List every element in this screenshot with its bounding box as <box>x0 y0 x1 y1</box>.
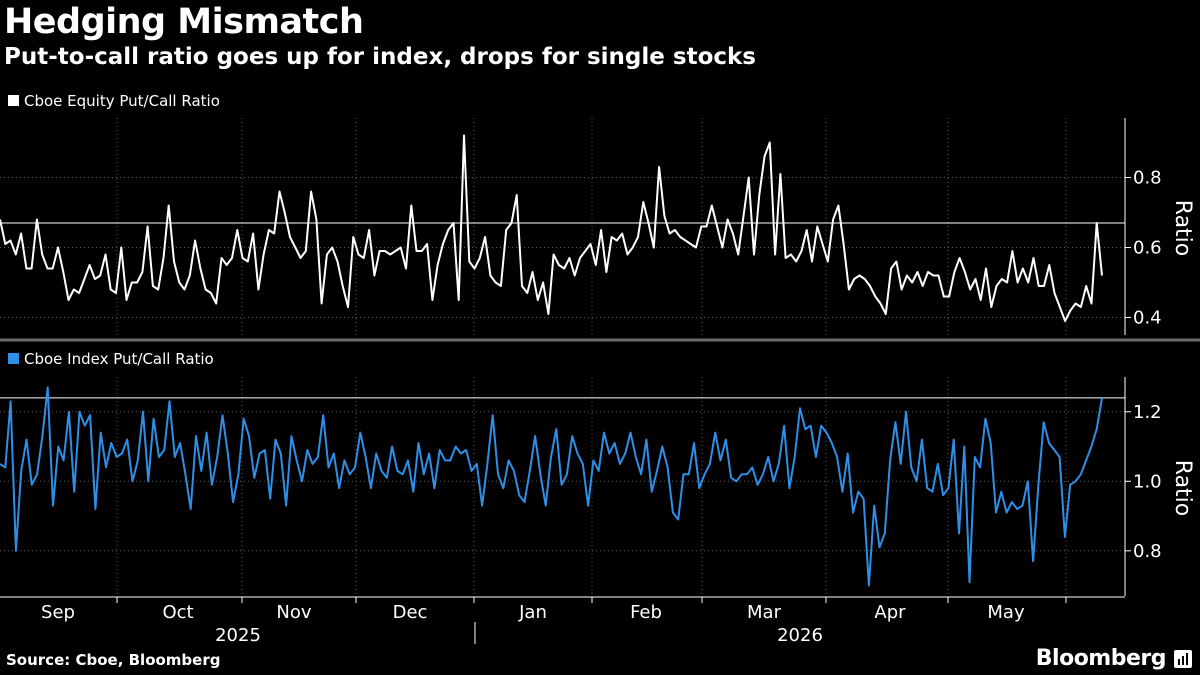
x-month-label: May <box>987 602 1025 623</box>
x-month-label: Sep <box>41 602 75 623</box>
source-note: Source: Cboe, Bloomberg <box>6 651 221 669</box>
equity-put-call-line <box>0 134 1103 322</box>
index-legend-label: Cboe Index Put/Call Ratio <box>24 350 214 368</box>
chart-subtitle: Put-to-call ratio goes up for index, dro… <box>4 44 756 70</box>
equity-legend-swatch <box>8 95 19 106</box>
y-tick-label: 0.8 <box>1133 168 1162 189</box>
x-month-label: Feb <box>630 602 662 623</box>
x-year-label: 2026 <box>777 625 823 646</box>
equity-legend-label: Cboe Equity Put/Call Ratio <box>24 92 220 110</box>
index-put-call-line <box>0 386 1103 587</box>
y-tick-label: 0.8 <box>1133 541 1162 562</box>
bloomberg-logo: Bloomberg <box>1035 646 1167 671</box>
x-month-label: Apr <box>874 602 906 623</box>
chart-title: Hedging Mismatch <box>4 2 364 42</box>
y-tick-label: 0.4 <box>1133 308 1162 329</box>
bloomberg-chart-icon <box>1174 650 1192 668</box>
x-year-label: 2025 <box>215 625 261 646</box>
index-legend-swatch <box>8 353 19 364</box>
y-tick-label: 1.0 <box>1133 471 1162 492</box>
x-month-label: Mar <box>747 602 782 623</box>
x-month-label: Nov <box>276 602 311 623</box>
index-y-axis-title: Ratio <box>1170 460 1195 516</box>
x-month-label: Jan <box>518 602 547 623</box>
x-month-label: Oct <box>162 602 193 623</box>
y-tick-label: 1.2 <box>1133 402 1162 423</box>
equity-y-axis-title: Ratio <box>1170 200 1195 256</box>
x-month-label: Dec <box>393 602 428 623</box>
y-tick-label: 0.6 <box>1133 238 1162 259</box>
